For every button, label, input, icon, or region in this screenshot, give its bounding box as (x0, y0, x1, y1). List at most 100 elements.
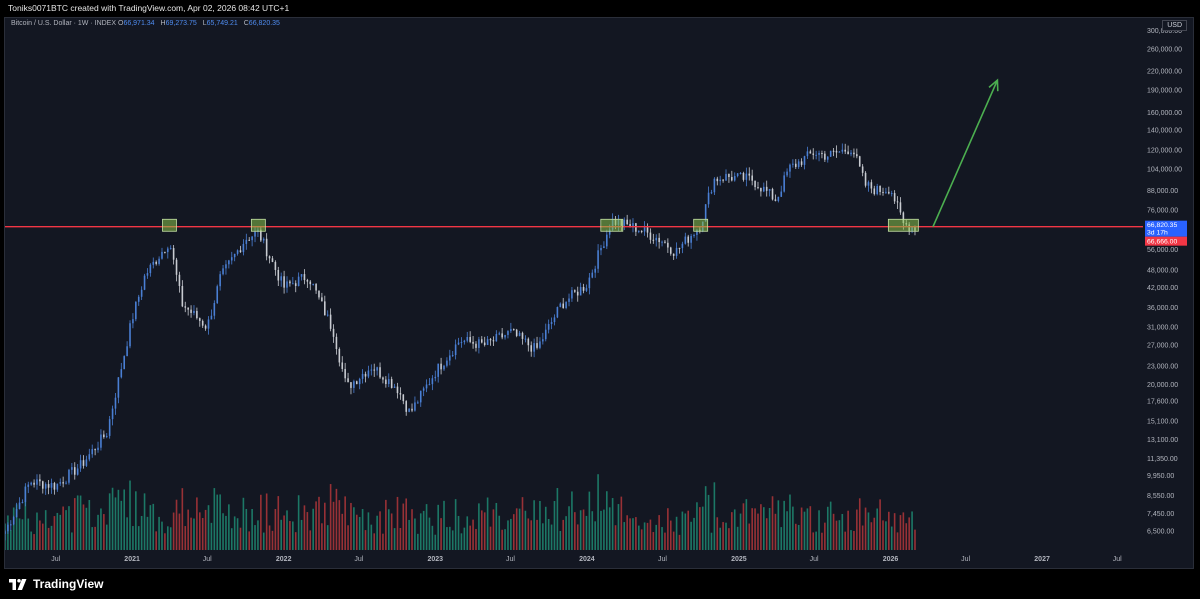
candle-body (812, 153, 815, 155)
candle-body (161, 251, 163, 259)
volume-bar (175, 499, 178, 550)
candle-body (454, 344, 457, 356)
candle-body (524, 338, 527, 340)
candle-body (140, 289, 143, 297)
volume-bar (297, 495, 300, 550)
y-tick-label: 36,000.00 (1147, 305, 1178, 312)
y-tick-label: 220,000.00 (1147, 68, 1182, 75)
volume-bar (675, 516, 678, 550)
volume-bar (469, 525, 471, 550)
candle-body (294, 283, 297, 286)
volume-bar (885, 521, 887, 550)
volume-bar (178, 513, 181, 550)
candle-body (774, 199, 777, 201)
volume-bar (437, 504, 439, 550)
volume-bar (797, 524, 800, 550)
candle-body (606, 234, 608, 247)
logo-text: TradingView (33, 577, 104, 591)
volume-bar (722, 522, 724, 550)
candle-body (841, 149, 844, 152)
candle-body (533, 343, 535, 352)
candle-body (382, 377, 384, 380)
candle-body (553, 317, 556, 323)
volume-bar (434, 534, 437, 550)
candle-body (428, 384, 431, 386)
volume-bar (164, 533, 166, 550)
candle-body (73, 467, 76, 475)
currency-button[interactable]: USD (1162, 20, 1187, 31)
candle-body (326, 314, 329, 316)
volume-bar (649, 519, 652, 550)
x-tick-label: Jul (354, 556, 363, 563)
volume-bar (475, 528, 477, 550)
volume-bar (571, 491, 573, 550)
candle-body (771, 188, 774, 200)
candle-body (504, 334, 506, 338)
candle-body (414, 402, 416, 411)
footer: TradingView (0, 569, 1200, 599)
candle-body (344, 368, 346, 379)
chart-panel[interactable]: 300,000.00 260,000.00 220,000.00 190,000.00… (4, 17, 1194, 569)
candle-body (10, 524, 12, 526)
volume-bar (911, 511, 913, 550)
candle-body (230, 257, 233, 261)
volume-bar (312, 508, 314, 550)
volume-bar (71, 532, 73, 550)
volume-bar (216, 494, 219, 550)
volume-bar (88, 499, 91, 550)
volume-bar (693, 517, 695, 550)
volume-bar (492, 509, 495, 550)
volume-bar (393, 528, 396, 550)
candle-body (417, 402, 419, 404)
candle-body (225, 264, 227, 269)
y-tick-label: 88,000.00 (1147, 188, 1178, 195)
volume-bar (303, 505, 306, 550)
volume-bar (591, 511, 594, 550)
highlight-box (250, 218, 266, 232)
volume-bar (501, 529, 503, 550)
candle-body (623, 219, 626, 226)
candle-body (268, 256, 271, 259)
price-chart[interactable]: 300,000.00 260,000.00 220,000.00 190,000.00… (5, 18, 1193, 568)
candle-body (385, 379, 387, 385)
volume-bar (422, 510, 425, 550)
candle-body (364, 373, 367, 377)
candle-body (562, 303, 565, 308)
volume-bar (167, 526, 169, 550)
y-tick-label: 42,000.00 (1147, 285, 1178, 292)
volume-bar (24, 486, 27, 550)
volume-bar (228, 504, 230, 550)
volume-bar (818, 510, 820, 550)
volume-bar (198, 512, 201, 550)
candle-body (193, 310, 195, 313)
volume-bar (763, 507, 765, 550)
volume-bar (33, 534, 35, 550)
volume-bar (396, 496, 399, 550)
close-label: C (243, 20, 249, 27)
candle-body (885, 191, 887, 193)
volume-bar (76, 495, 79, 550)
candle-body (24, 486, 27, 503)
candle-body (434, 376, 437, 379)
candle-body (838, 151, 841, 153)
volume-bar (809, 506, 812, 550)
volume-bar (850, 530, 852, 550)
volume-bar (812, 532, 815, 550)
candle-body (286, 281, 288, 288)
x-tick-label: 2026 (883, 556, 899, 563)
candle-body (667, 242, 669, 248)
volume-bar (594, 521, 596, 550)
volume-bar (332, 501, 335, 550)
candle-body (690, 235, 692, 243)
volume-bar (143, 493, 146, 550)
candle-body (82, 460, 85, 466)
candle-body (646, 227, 649, 233)
volume-bar (181, 488, 184, 550)
symbol-label[interactable]: Bitcoin / U.S. Dollar · 1W · INDEX (11, 20, 117, 27)
candle-body (309, 281, 312, 285)
candle-body (480, 339, 483, 343)
volume-bar (588, 491, 591, 550)
highlight-box (600, 218, 624, 232)
candle-body (53, 483, 56, 490)
tradingview-logo[interactable]: TradingView (8, 575, 103, 593)
